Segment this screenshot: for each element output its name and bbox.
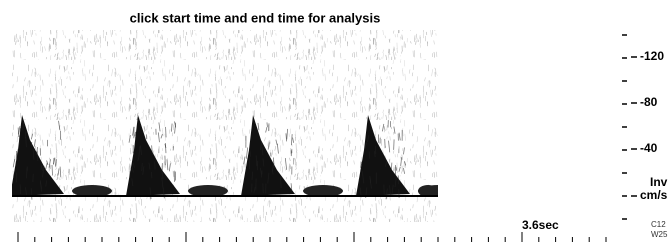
page: click start time and end time for analys… (0, 0, 668, 242)
time-ruler (18, 232, 606, 242)
status-label: C12 (651, 220, 666, 229)
spectral-stroke (166, 127, 167, 137)
velocity-scale (622, 35, 637, 219)
spectral-stroke (52, 165, 53, 176)
spectral-stroke (20, 184, 21, 194)
scale-label: -40 (640, 141, 658, 155)
spectral-stroke (252, 172, 253, 180)
spectral-stroke (165, 143, 166, 153)
spectral-stroke (273, 157, 274, 168)
time-label: 3.6sec (522, 218, 559, 232)
title: click start time and end time for analys… (130, 10, 381, 25)
unit-label: cm/s (640, 188, 668, 202)
screen: click start time and end time for analys… (0, 0, 668, 242)
spectral-stroke (391, 163, 392, 170)
scale-label: -120 (640, 49, 664, 63)
scale-label: -80 (640, 95, 658, 109)
mode-label: Inv (650, 175, 668, 189)
status-label: W25 (651, 230, 668, 239)
